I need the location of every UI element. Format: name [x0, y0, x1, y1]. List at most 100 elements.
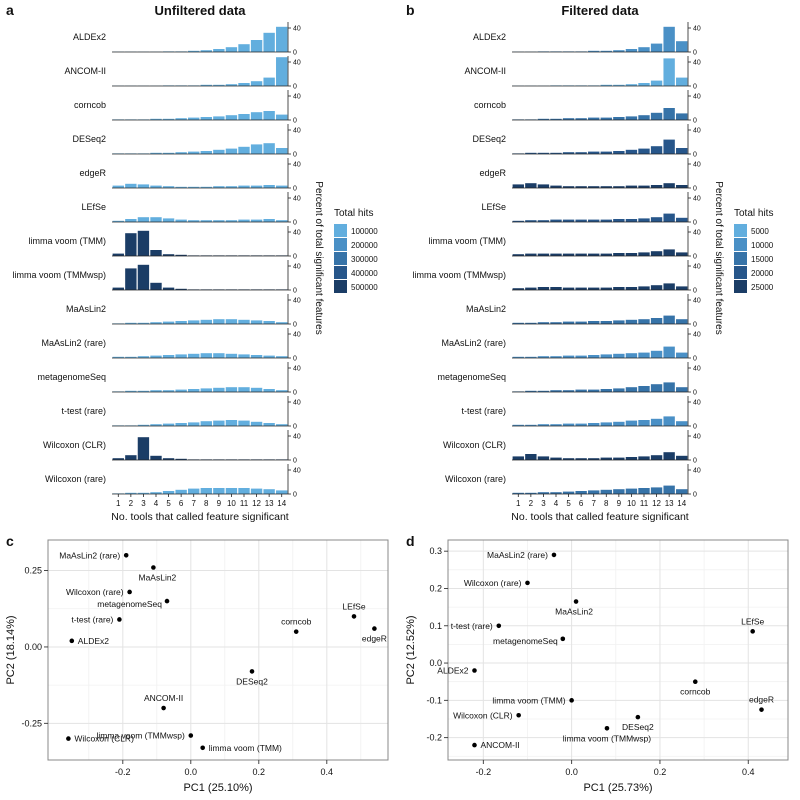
- histogram-bar: [537, 287, 550, 290]
- histogram-bar: [676, 455, 688, 460]
- histogram-bar: [263, 355, 275, 358]
- histogram-bar: [638, 286, 650, 290]
- data-point: [516, 712, 521, 718]
- histogram-bar: [663, 452, 675, 460]
- row-ytick-label: 0: [693, 424, 697, 431]
- histogram-bar: [175, 288, 187, 290]
- row-label: DESeq2: [72, 134, 106, 144]
- histogram-bar: [550, 219, 562, 222]
- legend-label: 500000: [351, 283, 378, 292]
- row-ytick-label: 40: [293, 162, 301, 169]
- legend-label: 15000: [751, 255, 774, 264]
- histogram-bar: [200, 220, 212, 222]
- histogram-bar: [512, 288, 524, 290]
- histogram-bar: [575, 389, 587, 392]
- row-label: corncob: [474, 100, 506, 110]
- histogram-bar: [175, 219, 187, 222]
- row-ytick-label: 40: [293, 298, 301, 305]
- legend-label: 100000: [351, 227, 378, 236]
- data-point: [472, 742, 477, 748]
- histogram-bar: [638, 47, 650, 52]
- xtick-label: 12: [652, 499, 661, 508]
- x-axis-label: PC1 (25.10%): [183, 782, 252, 794]
- row-ytick-label: 40: [293, 434, 301, 441]
- histogram-bar: [125, 268, 137, 290]
- data-point: [551, 552, 557, 558]
- histogram-bar: [562, 355, 575, 358]
- data-point: [759, 707, 764, 712]
- histogram-bar: [676, 489, 688, 494]
- histogram-bar: [150, 455, 162, 460]
- histogram-bar: [125, 492, 137, 494]
- histogram-bar: [550, 322, 562, 324]
- histogram-bar: [650, 80, 663, 86]
- row-ytick-label: 40: [693, 434, 701, 441]
- histogram-bar: [600, 117, 612, 120]
- data-point: [123, 552, 129, 558]
- legend-label: 400000: [351, 269, 378, 278]
- histogram-bar: [276, 356, 288, 358]
- row-ytick-label: 0: [293, 152, 297, 159]
- histogram-bar: [225, 488, 238, 494]
- histogram-bar: [600, 50, 612, 52]
- histogram-bar: [525, 492, 537, 494]
- xtick-label: 7: [191, 499, 196, 508]
- y-tick-label: 0.1: [429, 621, 442, 631]
- point-label: edgeR: [362, 634, 387, 644]
- histogram-bar: [137, 356, 150, 358]
- y-tick-label: 0.00: [24, 642, 42, 652]
- panel-c-svg: -0.2 0.0 0.2 0.4 -0.25 0.00 0.25 MaAsLin2 (rare…: [5, 533, 389, 794]
- histogram-bar: [137, 230, 150, 256]
- histogram-bar: [625, 49, 638, 52]
- y-axis-label: Percent of total significant features: [313, 181, 324, 334]
- row-ytick-label: 40: [693, 162, 701, 169]
- histogram-bar: [562, 219, 575, 222]
- histogram-bar: [537, 220, 550, 222]
- histogram-bar: [150, 185, 162, 188]
- histogram-bar: [125, 183, 137, 188]
- histogram-bar: [650, 112, 663, 120]
- x-tick-label: 0.4: [742, 767, 755, 777]
- histogram-bar: [238, 219, 250, 222]
- data-point: [604, 726, 610, 731]
- histogram-bar: [276, 390, 288, 392]
- histogram-bar: [213, 116, 225, 120]
- histogram-bar: [663, 249, 675, 256]
- y-axis-label: PC2 (12.52%): [405, 615, 417, 684]
- histogram-bar: [263, 111, 275, 120]
- data-point: [69, 638, 75, 644]
- histogram-bar: [213, 84, 225, 86]
- histogram-bar: [175, 354, 187, 358]
- histogram-bar: [213, 353, 225, 358]
- row-label: DESeq2: [472, 134, 506, 144]
- histogram-bar: [238, 488, 250, 494]
- row-label: MaAsLin2: [66, 304, 106, 314]
- histogram-bar: [663, 213, 675, 222]
- point-label: limma voom (TMMwsp): [563, 733, 651, 743]
- histogram-bar: [562, 186, 575, 188]
- histogram-bar: [525, 253, 537, 256]
- histogram-bar: [625, 84, 638, 86]
- histogram-bar: [250, 320, 263, 324]
- histogram-bar: [676, 77, 688, 86]
- data-point: [560, 636, 566, 642]
- histogram-bar: [512, 220, 524, 222]
- row-ytick-label: 0: [293, 492, 297, 499]
- histogram-bar: [150, 424, 162, 426]
- row-label: ANCOM-II: [465, 66, 507, 76]
- histogram-bar: [575, 186, 587, 188]
- row-ytick-label: 0: [693, 322, 697, 329]
- histogram-bar: [125, 455, 137, 460]
- point-label: ANCOM-II: [480, 740, 519, 750]
- histogram-bar: [263, 185, 275, 188]
- histogram-bar: [625, 116, 638, 120]
- row-ytick-label: 0: [293, 288, 297, 295]
- row-label: Wilcoxon (CLR): [43, 440, 106, 450]
- histogram-bar: [200, 151, 212, 154]
- xtick-label: 2: [129, 499, 134, 508]
- histogram-bar: [600, 151, 612, 154]
- point-label: ALDEx2: [437, 666, 468, 676]
- histogram-bar: [125, 233, 137, 256]
- histogram-bar: [613, 388, 625, 392]
- row-label: t-test (rare): [461, 406, 506, 416]
